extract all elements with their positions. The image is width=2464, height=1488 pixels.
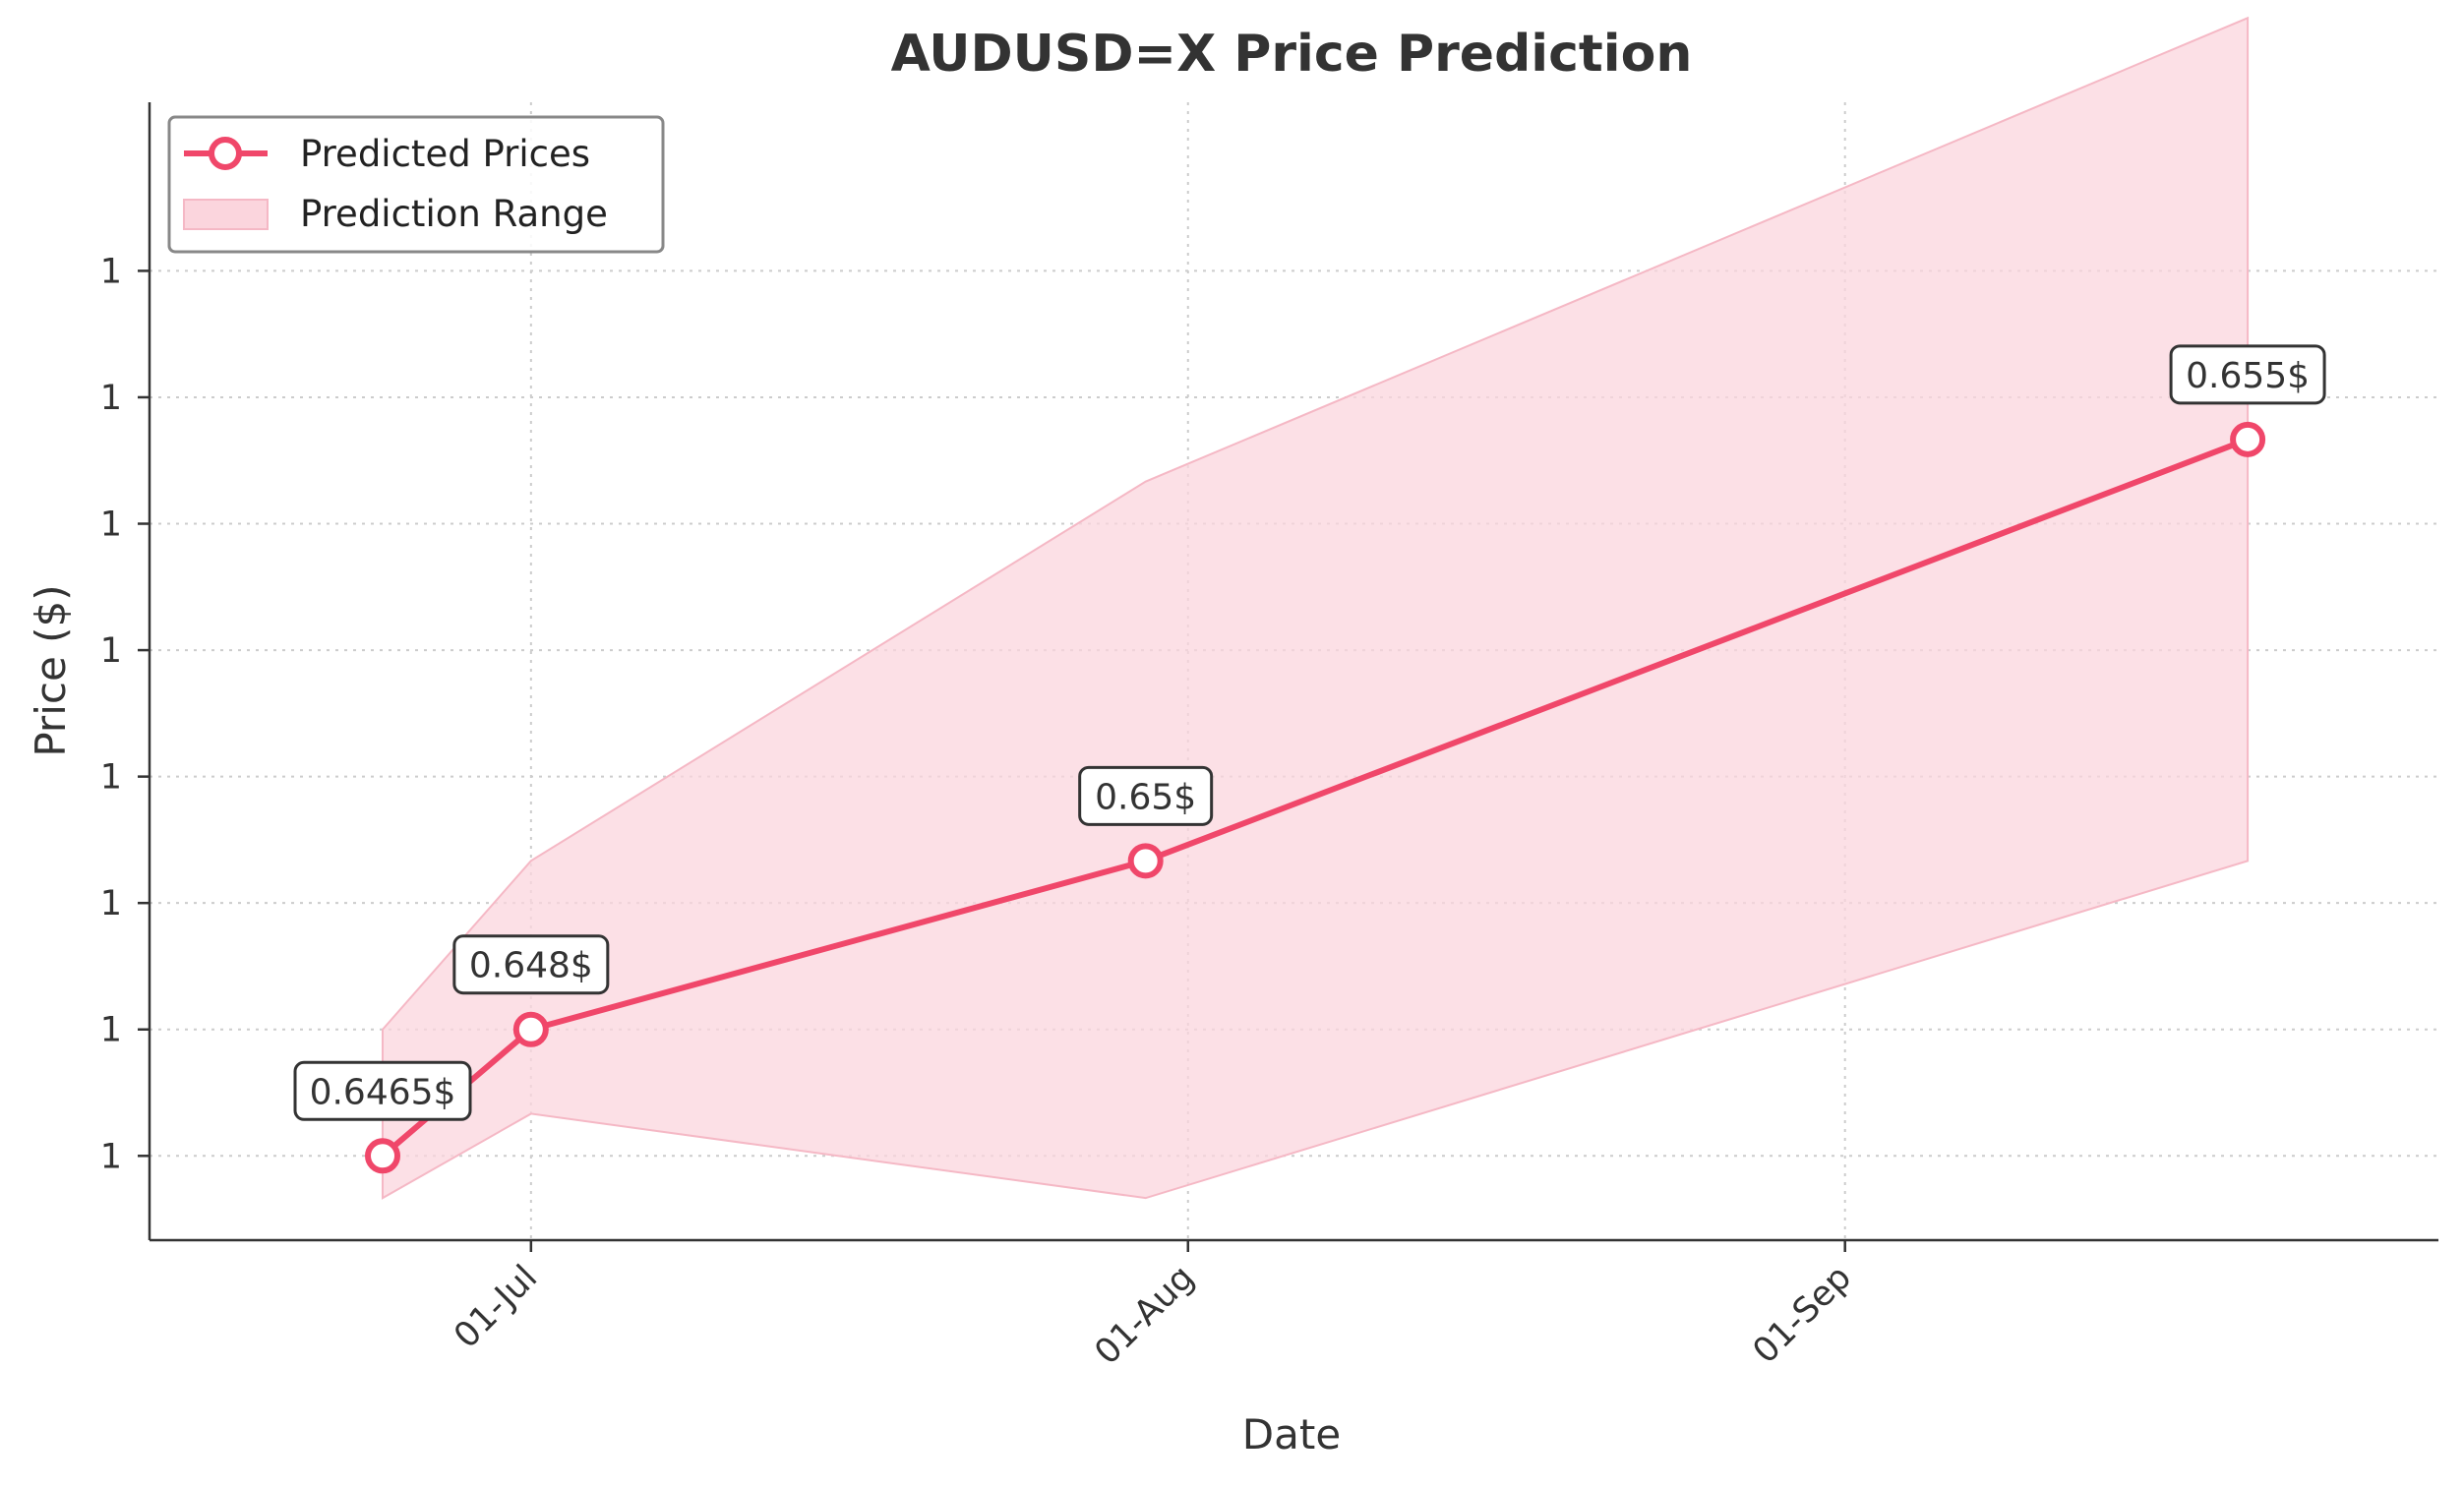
x-axis-label: Date [1242, 1410, 1341, 1458]
price-annotation-box [293, 1060, 472, 1121]
y-tick-label: 1 [100, 379, 122, 418]
price-annotation-label: 0.65$ [1095, 777, 1196, 817]
price-annotation: 0.6465$ [293, 1060, 472, 1121]
price-annotation: 0.65$ [1078, 765, 1214, 826]
y-axis-label: Price ($) [27, 584, 75, 756]
price-annotation-label: 0.6465$ [310, 1072, 456, 1112]
price-annotations: 0.6465$ 0.648$ 0.65$ 0.655$ [293, 344, 2326, 1121]
x-tick-label: 01-Jul [447, 1258, 545, 1356]
predicted-price-point [1127, 843, 1164, 879]
price-annotation-label: 0.648$ [469, 946, 593, 986]
chart-title: AUDUSD=X Price Prediction [891, 25, 1693, 84]
predicted-price-point [365, 1138, 401, 1174]
y-tick-label: 1 [100, 506, 122, 545]
price-annotation-box [1078, 765, 1214, 826]
predicted-price-point [2230, 421, 2266, 457]
y-tick-label: 1 [100, 1011, 122, 1050]
legend: Predicted Prices Prediction Range [167, 115, 665, 254]
legend-frame [167, 115, 665, 254]
y-tick-label: 1 [100, 884, 122, 923]
x-tick-label: 01-Aug [1088, 1258, 1202, 1372]
price-annotation-label: 0.655$ [2186, 356, 2310, 396]
legend-label-range: Prediction Range [300, 193, 608, 235]
predicted-price-point [512, 1011, 549, 1047]
legend-band-swatch [183, 199, 269, 230]
prediction-range-band [382, 16, 2250, 1200]
price-annotation: 0.648$ [452, 934, 610, 995]
legend-label-predicted: Predicted Prices [300, 133, 590, 175]
legend-marker-swatch [209, 137, 242, 170]
y-tick-label: 1 [100, 631, 122, 671]
price-annotation-box [452, 934, 610, 995]
price-annotation-box [2169, 344, 2326, 405]
y-tick-label: 1 [100, 1137, 122, 1176]
x-tick-label: 01-Sep [1746, 1258, 1859, 1371]
y-tick-label: 1 [100, 758, 122, 798]
prediction-range-area [382, 16, 2250, 1200]
price-annotation: 0.655$ [2169, 344, 2326, 405]
y-tick-label: 1 [100, 252, 122, 291]
